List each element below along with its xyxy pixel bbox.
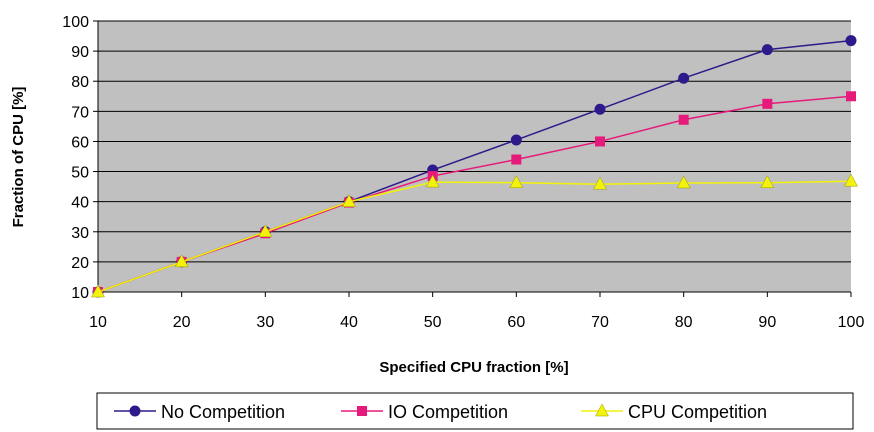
data-point: [678, 72, 690, 84]
y-tick-label: 40: [71, 195, 89, 212]
y-tick-label: 70: [71, 104, 89, 121]
data-point: [342, 194, 356, 207]
data-point: [509, 175, 524, 188]
legend-box: [96, 392, 854, 430]
legend-items: No Competition IO Competition CPU Competit…: [114, 402, 767, 422]
series-line: [97, 180, 852, 293]
y-tick-label: 30: [71, 225, 89, 242]
data-point: [676, 175, 691, 189]
legend-label: IO Competition: [388, 402, 508, 422]
data-point: [593, 176, 607, 190]
series-cpu-competition: [91, 173, 858, 298]
series-layer: [91, 35, 858, 298]
y-tick-label: 80: [71, 74, 89, 91]
data-point: [845, 35, 857, 47]
legend-label: CPU Competition: [628, 402, 767, 422]
x-tick-label: 30: [256, 314, 274, 331]
data-point: [678, 114, 689, 125]
data-point: [174, 254, 189, 268]
x-axis-title: Specified CPU fraction [%]: [379, 359, 568, 376]
x-tick-label: 40: [340, 314, 358, 331]
legend-item: IO Competition: [341, 402, 508, 422]
x-tick-label: 10: [89, 314, 107, 331]
data-point: [844, 173, 858, 187]
x-axis-ticks: 10 20 30 40 50 60 70 80 90 100: [89, 292, 864, 331]
y-axis-ticks: 10 20 30 40 50 60 70 80 90 100: [62, 14, 98, 302]
data-point: [425, 174, 440, 188]
y-axis-title: Fraction of CPU [%]: [10, 87, 27, 228]
legend-marker: [357, 406, 367, 416]
legend-item: No Competition: [114, 402, 285, 422]
legend: No Competition IO Competition CPU Competit…: [96, 392, 854, 430]
x-tick-label: 70: [591, 314, 609, 331]
x-tick-label: 80: [675, 314, 693, 331]
y-tick-label: 50: [71, 165, 89, 182]
x-tick-label: 60: [507, 314, 525, 331]
grid-lines: [98, 20, 851, 263]
y-tick-label: 60: [71, 134, 89, 151]
y-tick-label: 20: [71, 255, 89, 272]
legend-label: No Competition: [161, 402, 285, 422]
data-point: [762, 98, 773, 109]
data-point: [594, 103, 606, 115]
data-point: [760, 175, 775, 188]
data-point: [91, 284, 105, 298]
legend-item: CPU Competition: [581, 402, 767, 422]
x-tick-label: 100: [838, 314, 865, 331]
y-tick-label: 10: [71, 285, 89, 302]
legend-marker: [129, 405, 141, 417]
legend-marker: [595, 403, 609, 417]
data-point: [846, 91, 856, 102]
data-point: [595, 136, 605, 147]
x-tick-label: 50: [424, 314, 442, 331]
data-point: [510, 134, 522, 146]
y-tick-label: 90: [71, 44, 89, 61]
x-tick-label: 90: [758, 314, 776, 331]
data-point: [511, 154, 522, 165]
x-tick-label: 20: [173, 314, 191, 331]
data-point: [761, 44, 773, 56]
y-tick-label: 100: [62, 14, 89, 31]
data-point: [258, 224, 273, 238]
